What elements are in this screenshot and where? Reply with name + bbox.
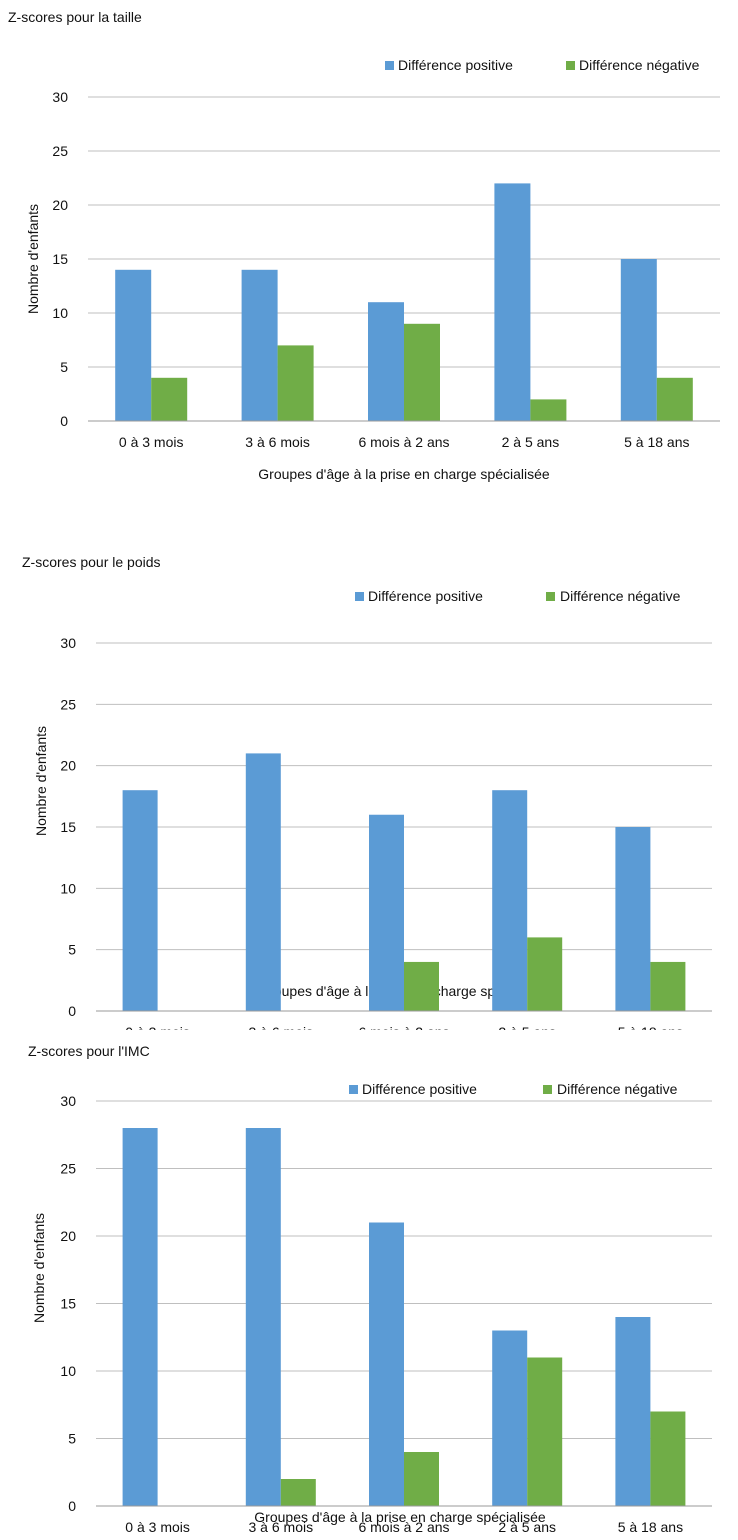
x-tick-label: 6 mois à 2 ans xyxy=(358,434,449,450)
bar-negative xyxy=(404,1452,439,1506)
y-axis-label: Nombre d'enfants xyxy=(31,1213,47,1323)
y-tick-label: 0 xyxy=(68,1498,76,1514)
x-axis-label: Groupes d'âge à la prise en charge spéci… xyxy=(258,466,550,482)
bar-negative xyxy=(527,937,563,1011)
y-tick-label: 10 xyxy=(60,880,76,896)
legend-label-negative: Différence négative xyxy=(560,588,681,604)
y-tick-label: 25 xyxy=(60,1161,76,1177)
y-axis-label: Nombre d'enfants xyxy=(33,726,49,836)
bar-positive xyxy=(369,1222,404,1506)
legend-label-positive: Différence positive xyxy=(362,1081,477,1097)
bar-negative xyxy=(530,399,567,421)
bar-positive xyxy=(369,814,404,1011)
chart-poids: Z-scores pour le poids Différence positi… xyxy=(22,554,712,1040)
x-tick-label: 5 à 18 ans xyxy=(618,1519,683,1535)
x-tick-label: 3 à 6 mois xyxy=(245,434,310,450)
plot-area: 0 5 10 15 20 25 30 0 à 3 mois 3 à 6 mois 6 mois à… xyxy=(52,89,720,450)
bar-positive xyxy=(245,753,281,1011)
x-tick-label: 0 à 3 mois xyxy=(125,1519,190,1535)
bar-positive xyxy=(122,790,158,1011)
y-tick-label: 25 xyxy=(52,143,68,159)
legend-swatch-positive xyxy=(349,1085,358,1094)
plot-area: 0 5 10 15 20 25 30 0 à 3 mois 3 à 6 mois 6 mois à… xyxy=(60,1093,712,1535)
y-tick-label: 15 xyxy=(52,251,68,267)
y-tick-label: 0 xyxy=(68,1003,76,1019)
y-tick-label: 25 xyxy=(60,696,76,712)
y-tick-label: 30 xyxy=(60,1093,76,1109)
legend-label-positive: Différence positive xyxy=(368,588,483,604)
legend-swatch-negative xyxy=(543,1085,552,1094)
legend-swatch-negative xyxy=(546,592,555,601)
legend: Différence positive Différence négative xyxy=(355,588,681,604)
x-tick-label: 6 mois à 2 ans xyxy=(358,1519,449,1535)
legend-swatch-positive xyxy=(355,592,364,601)
chart-title: Z-scores pour l'IMC xyxy=(28,1043,150,1059)
bar-positive xyxy=(620,259,657,421)
chart-taille: Z-scores pour la taille Différence posit… xyxy=(8,9,720,482)
bar-positive xyxy=(615,827,651,1011)
y-tick-label: 10 xyxy=(60,1363,76,1379)
bar-negative xyxy=(404,961,439,1011)
legend-swatch-negative xyxy=(566,61,575,70)
x-tick-label: 2 à 5 ans xyxy=(498,1519,556,1535)
chart-imc: Z-scores pour l'IMC Différence positive … xyxy=(28,1043,712,1535)
y-tick-label: 30 xyxy=(52,89,68,105)
bar-negative xyxy=(404,323,440,421)
y-tick-label: 20 xyxy=(60,758,76,774)
bar-negative xyxy=(527,1357,563,1506)
chart-title: Z-scores pour le poids xyxy=(22,554,161,570)
bar-negative xyxy=(650,1411,686,1506)
bar-negative xyxy=(151,377,188,421)
y-tick-label: 5 xyxy=(68,942,76,958)
y-axis-label: Nombre d'enfants xyxy=(25,204,41,314)
chart-taille-panel: Z-scores pour la taille Différence posit… xyxy=(0,0,738,500)
y-tick-label: 30 xyxy=(60,635,76,651)
y-tick-label: 15 xyxy=(60,819,76,835)
bar-positive xyxy=(245,1128,281,1506)
bar-positive xyxy=(494,183,531,421)
bar-positive xyxy=(368,302,404,421)
legend: Différence positive Différence négative xyxy=(349,1081,678,1097)
x-tick-label: 0 à 3 mois xyxy=(119,434,184,450)
y-tick-label: 10 xyxy=(52,305,68,321)
bar-positive xyxy=(122,1128,158,1506)
bar-negative xyxy=(650,961,686,1011)
x-tick-label: 5 à 18 ans xyxy=(624,434,689,450)
x-tick-label: 2 à 5 ans xyxy=(502,434,560,450)
y-tick-label: 20 xyxy=(60,1228,76,1244)
legend-label-negative: Différence négative xyxy=(557,1081,678,1097)
bar-positive xyxy=(241,269,278,421)
bar-negative xyxy=(277,345,314,421)
bar-negative xyxy=(656,377,693,421)
chart-poids-panel: Z-scores pour le poids Différence positi… xyxy=(0,540,738,1040)
y-tick-label: 0 xyxy=(60,413,68,429)
bar-positive xyxy=(115,269,152,421)
bar-positive xyxy=(492,1330,528,1506)
y-tick-label: 20 xyxy=(52,197,68,213)
legend-swatch-positive xyxy=(385,61,394,70)
bar-positive xyxy=(615,1317,651,1506)
x-axis-label: Groupes d'âge à la prise en charge spéci… xyxy=(254,1509,546,1525)
x-tick-label: 3 à 6 mois xyxy=(249,1519,314,1535)
bar-negative xyxy=(280,1479,316,1506)
chart-imc-panel: Z-scores pour l'IMC Différence positive … xyxy=(0,1030,738,1535)
chart-title: Z-scores pour la taille xyxy=(8,9,142,25)
y-tick-label: 15 xyxy=(60,1296,76,1312)
bar-positive xyxy=(492,790,528,1011)
y-tick-label: 5 xyxy=(60,359,68,375)
y-tick-label: 5 xyxy=(68,1431,76,1447)
legend: Différence positive Différence négative xyxy=(385,57,700,73)
legend-label-positive: Différence positive xyxy=(398,57,513,73)
legend-label-negative: Différence négative xyxy=(579,57,700,73)
